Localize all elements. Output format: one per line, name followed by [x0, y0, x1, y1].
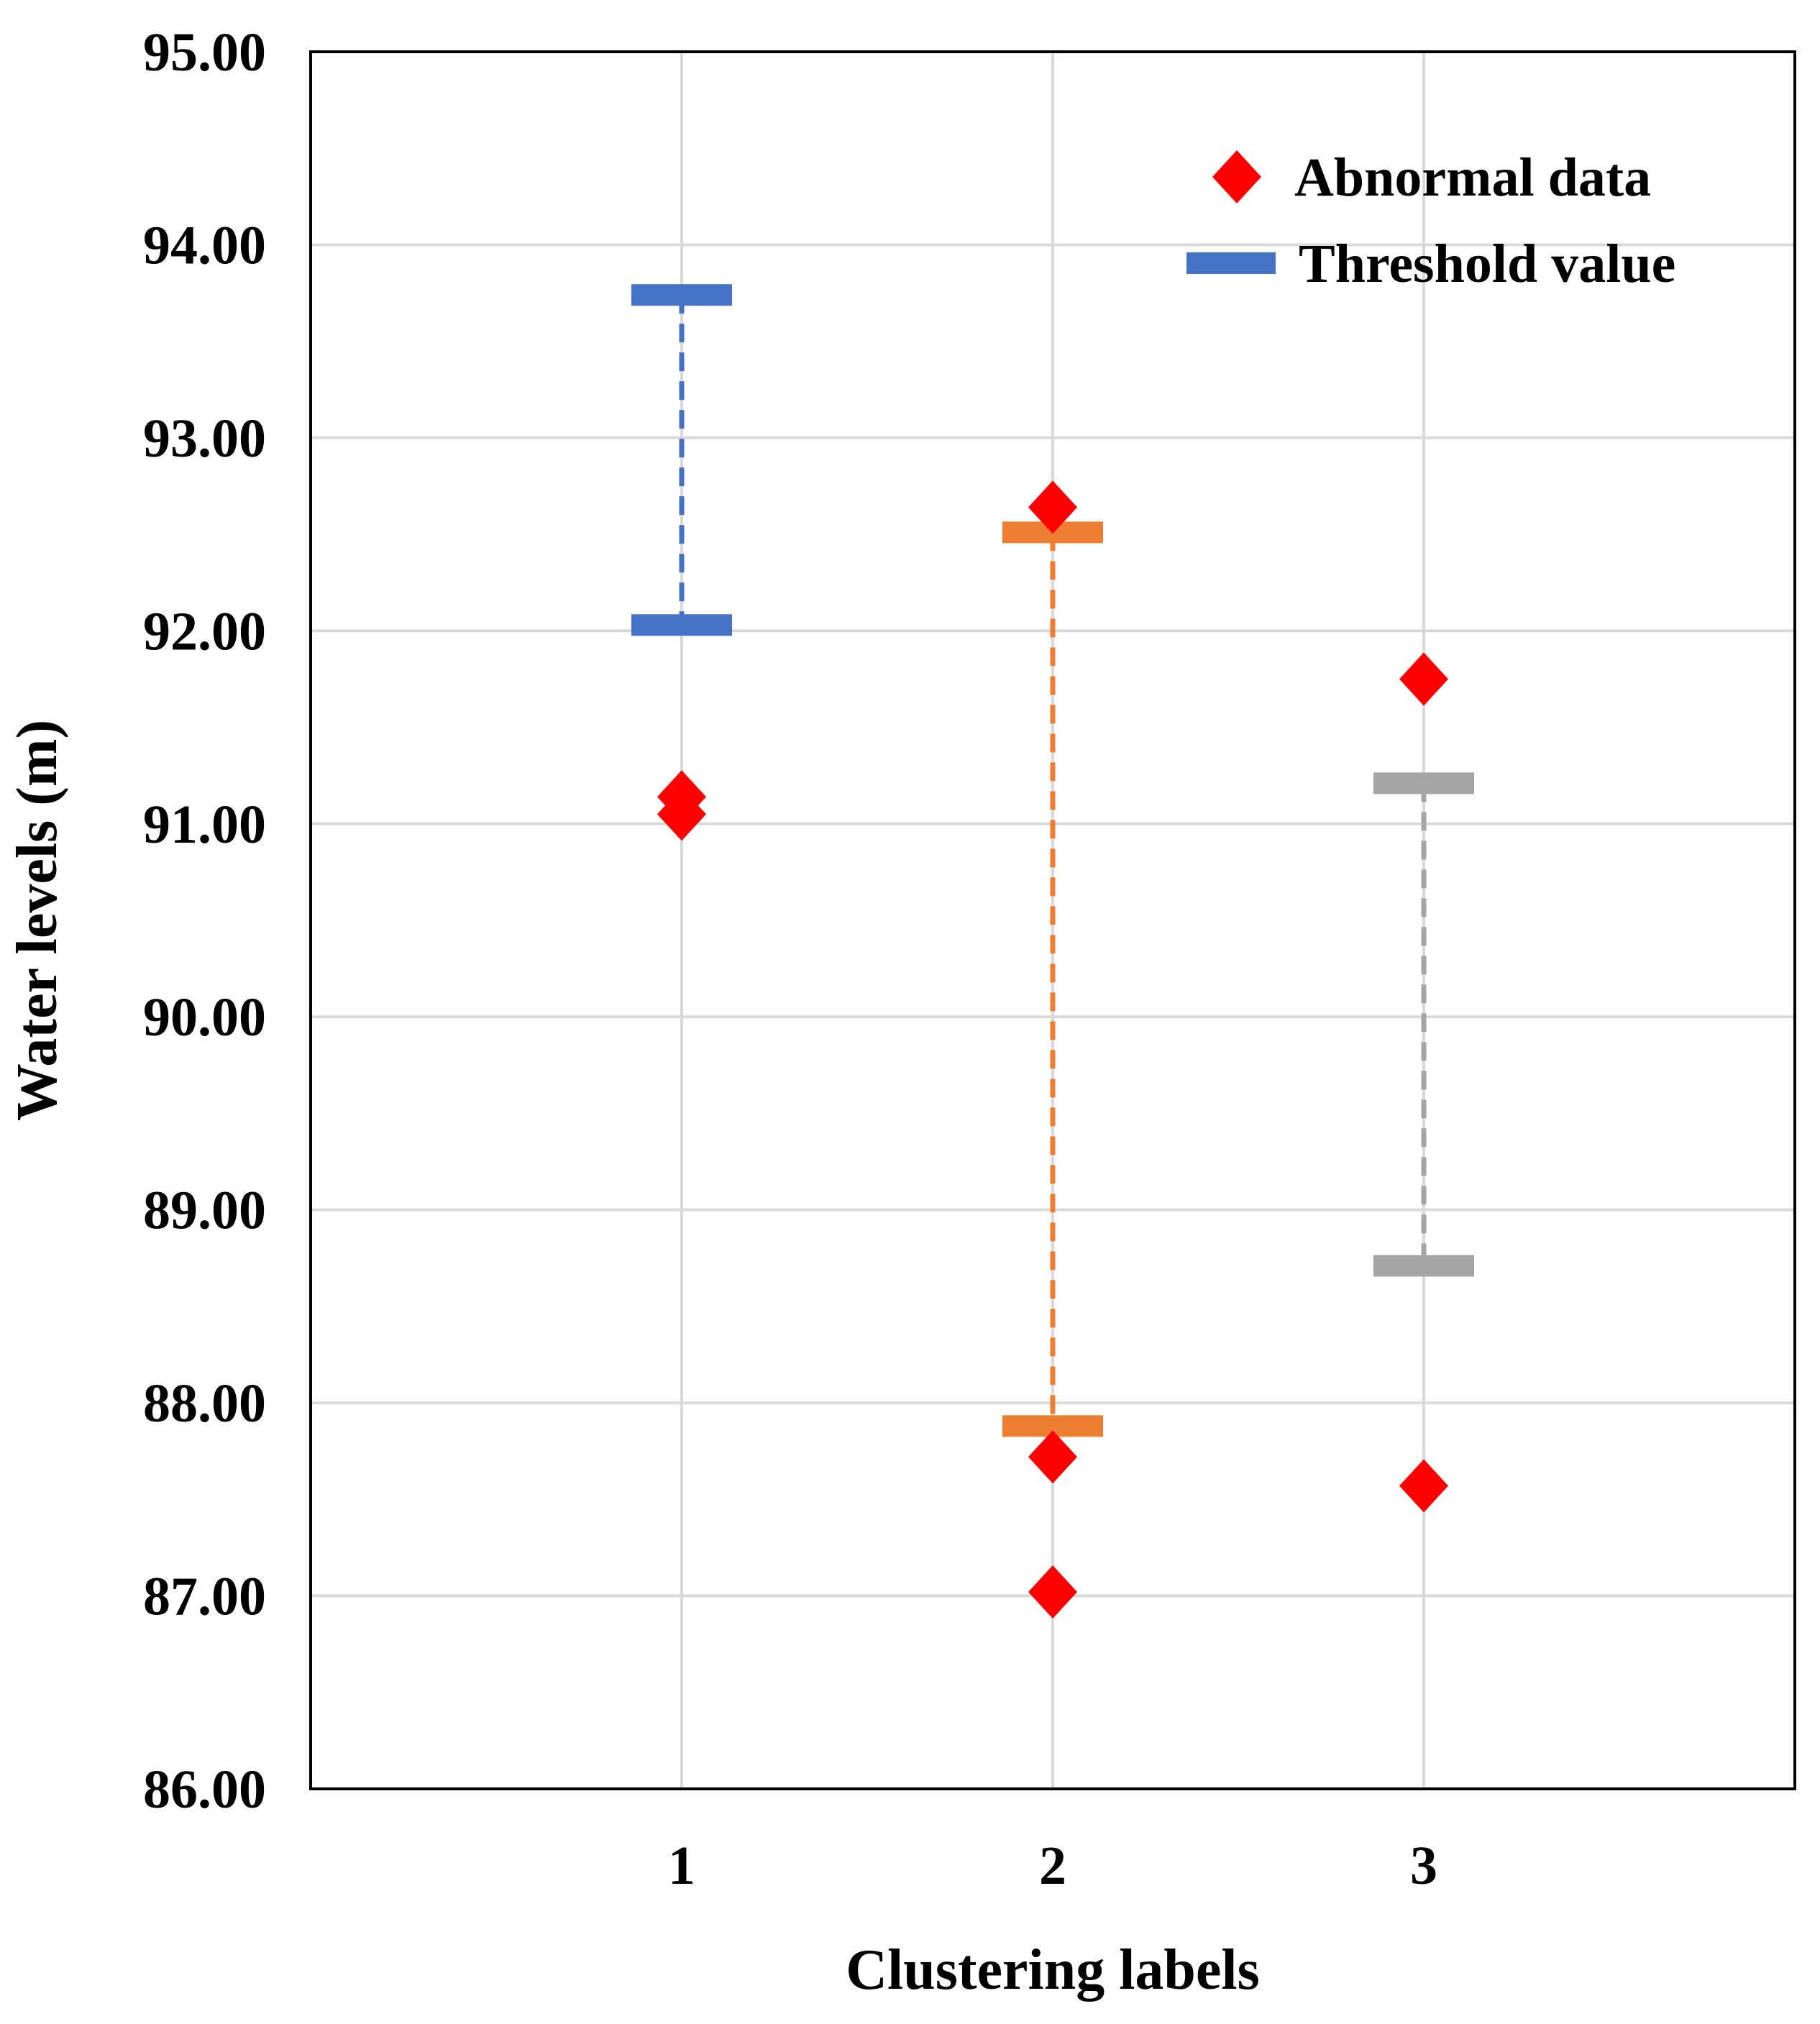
point-layer	[657, 480, 1448, 1619]
abnormal-point	[1028, 480, 1077, 534]
abnormal-point	[1028, 1565, 1077, 1619]
abnormal-point	[1028, 1430, 1077, 1484]
y-axis-ticks: 86.00 87.00 88.00 89.00 90.00 91.00 92.00 93.00…	[143, 22, 266, 1820]
y-tick-label: 93.00	[143, 408, 266, 469]
plot-frame	[309, 50, 1796, 1790]
threshold-lower-bar	[1373, 1255, 1474, 1277]
abnormal-point	[1399, 652, 1448, 706]
y-tick-label: 92.00	[143, 601, 266, 661]
y-tick-label: 86.00	[143, 1759, 266, 1820]
legend-abnormal-label: Abnormal data	[1294, 147, 1651, 208]
legend: Abnormal data Threshold value	[1186, 147, 1675, 294]
x-axis-ticks: 1 2 3	[668, 1836, 1437, 1896]
y-tick-label: 95.00	[143, 22, 266, 83]
y-tick-label: 87.00	[143, 1567, 266, 1627]
x-tick-label: 2	[1039, 1836, 1066, 1896]
x-axis-title: Clustering labels	[846, 1938, 1260, 2002]
abnormal-point	[1399, 1459, 1448, 1513]
threshold-upper-bar	[631, 284, 732, 306]
y-tick-label: 89.00	[143, 1181, 266, 1241]
legend-threshold-marker	[1186, 252, 1276, 274]
threshold-lower-bar	[631, 614, 732, 636]
y-tick-label: 90.00	[143, 987, 266, 1048]
threshold-layer	[631, 284, 1474, 1437]
x-tick-label: 3	[1410, 1836, 1437, 1896]
legend-threshold-label: Threshold value	[1299, 234, 1675, 294]
y-tick-label: 91.00	[143, 795, 266, 855]
y-tick-label: 88.00	[143, 1373, 266, 1434]
y-axis-title: Water levels (m)	[6, 720, 69, 1121]
abnormal-point	[657, 787, 706, 841]
threshold-upper-bar	[1373, 772, 1474, 795]
x-tick-label: 1	[668, 1836, 695, 1896]
y-tick-label: 94.00	[143, 215, 266, 275]
legend-abnormal-marker	[1212, 150, 1261, 203]
